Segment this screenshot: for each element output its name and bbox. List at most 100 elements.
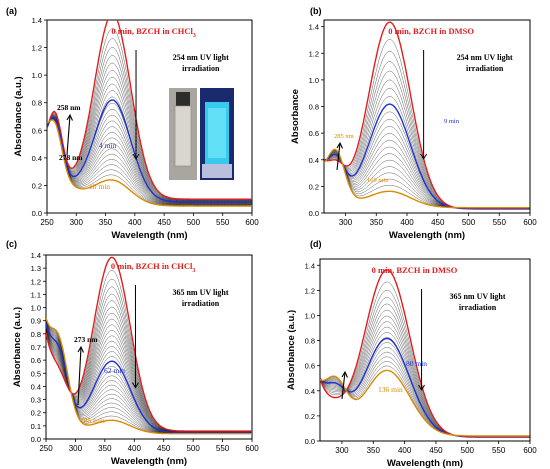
y-tick-label: 0.8 <box>31 330 41 339</box>
x-tick-label: 300 <box>70 218 84 227</box>
y-tick-label: 0.2 <box>31 409 41 418</box>
x-tick-label: 450 <box>429 446 443 455</box>
increase-arrow-head <box>77 345 85 353</box>
y-tick-label: 0.2 <box>32 181 42 190</box>
irradiation-label: 254 nm UV light <box>457 53 513 62</box>
series-line-0-min <box>46 256 252 432</box>
y-tick-label: 0.6 <box>309 129 319 138</box>
spectrum-curve <box>47 118 252 205</box>
x-tick-label: 450 <box>431 218 445 227</box>
annotation-label: 62 min <box>104 366 125 375</box>
x-tick-label: 550 <box>216 218 230 227</box>
panel-label: (b) <box>310 6 322 16</box>
annotation-label: 258 nm <box>57 103 81 112</box>
spectrum-curve <box>47 118 252 205</box>
x-axis-label: Wavelength (nm) <box>111 230 187 241</box>
series-line-0-min <box>324 21 530 210</box>
series-line-9-min <box>324 103 530 210</box>
irradiation-label-2: irradiation <box>182 299 220 308</box>
series-line-0-min <box>47 20 252 200</box>
vial-photo-inset <box>169 88 234 180</box>
irradiation-label-2: irradiation <box>459 303 497 312</box>
x-tick-label: 600 <box>245 218 259 227</box>
series-line-169-min <box>324 148 530 209</box>
series-line-185-min <box>46 317 252 435</box>
x-tick-label: 500 <box>462 218 476 227</box>
x-axis-label: Wavelength (nm) <box>389 230 465 241</box>
spectrum-curve <box>47 119 252 206</box>
panel-label: (c) <box>6 239 17 249</box>
y-tick-label: 0.6 <box>32 126 42 135</box>
x-tick-label: 500 <box>187 218 201 227</box>
y-tick-label: 0.8 <box>309 103 319 112</box>
panels: 250 300 350 400 450 500 550 600 0.0 0.2 0.4 0.6 0.8 1… <box>6 6 537 469</box>
panel-title-main: 0 min, BZCH in DMSO <box>388 26 474 36</box>
annotation-label: 10 min <box>89 182 110 191</box>
spectrum-curve <box>320 303 530 438</box>
spectrum-curve <box>320 342 530 437</box>
panel-title: 0 min, BZCH in DMSO <box>372 265 458 275</box>
y-tick-label: 0.4 <box>309 156 319 165</box>
annotation-label: 278 nm <box>59 153 83 162</box>
spectrum-curve <box>324 88 530 209</box>
y-tick-label: 0.8 <box>32 99 42 108</box>
y-tick-label: 0.4 <box>31 382 41 391</box>
decrease-arrow-head <box>418 384 425 392</box>
increase-arrow <box>336 142 341 171</box>
y-tick-label: 1.4 <box>32 16 42 25</box>
curve-group <box>324 21 530 210</box>
y-axis-label: Absorbance (a.u.) <box>12 307 23 387</box>
plot-frame <box>46 19 253 214</box>
x-tick-label: 450 <box>157 444 171 453</box>
annotation-label: 4 min <box>99 141 117 150</box>
y-tick-label: 1.2 <box>32 44 42 53</box>
y-axis-label: Absorbance <box>290 89 301 144</box>
y-tick-label: 0.8 <box>305 337 315 346</box>
increase-arrow <box>341 371 346 400</box>
spectrum-curve <box>47 83 252 202</box>
y-tick-label: 0.1 <box>31 422 41 431</box>
series-line-4-min <box>47 99 252 203</box>
y-tick-label: 0.0 <box>31 435 41 444</box>
increase-arrow <box>77 346 82 406</box>
y-tick-label: 0.4 <box>305 387 315 396</box>
y-tick-label: 1.4 <box>305 261 315 270</box>
annotation-label: 136 min <box>378 385 403 394</box>
increase-arrow-head <box>336 141 344 149</box>
panel-title-main: 0 min, BZCH in DMSO <box>372 265 458 275</box>
vial-uv-reflection <box>202 164 232 178</box>
y-tick-label: 0.7 <box>31 343 41 352</box>
y-tick-label: 0.9 <box>31 317 41 326</box>
y-tick-label: 1.0 <box>309 76 319 85</box>
chart-panel-d: 300 350 400 450 500 550 600 0.0 0.2 0.4 0.6 0.8 1.0 1… <box>286 239 537 469</box>
series-line-62-min <box>46 323 252 434</box>
series-line-136-min <box>320 369 530 437</box>
annotation-label: 285 nm <box>334 133 354 140</box>
x-tick-label: 300 <box>339 218 353 227</box>
x-tick-label: 400 <box>128 444 142 453</box>
spectrum-curve <box>47 118 252 204</box>
x-tick-label: 350 <box>367 446 381 455</box>
y-tick-label: 0.0 <box>305 437 315 446</box>
x-tick-label: 400 <box>400 218 414 227</box>
irradiation-label-2: irradiation <box>182 64 220 73</box>
annotation-label: 185 min <box>80 416 105 425</box>
x-tick-label: 550 <box>493 218 507 227</box>
irradiation-label-2: irradiation <box>466 64 504 73</box>
irradiation-label: 365 nm UV light <box>449 292 505 301</box>
curve-group <box>46 256 252 435</box>
increase-arrow <box>66 114 71 156</box>
irradiation-label: 365 nm UV light <box>172 288 228 297</box>
x-axis-label: Wavelength (nm) <box>387 458 463 469</box>
y-axis-label: Absorbance (a.u.) <box>286 310 297 390</box>
spectrum-curve <box>47 55 252 201</box>
vial-body <box>174 105 192 167</box>
vial-cap <box>176 92 190 106</box>
x-tick-label: 400 <box>398 446 412 455</box>
y-tick-label: 0.6 <box>31 356 41 365</box>
y-tick-label: 0.2 <box>305 412 315 421</box>
spectrum-curve <box>324 96 530 209</box>
spectrum-curve <box>47 77 252 202</box>
panel-title-main: 0 min, BZCH in CHCl <box>111 26 193 36</box>
annotation-label: 169 min <box>367 177 389 184</box>
